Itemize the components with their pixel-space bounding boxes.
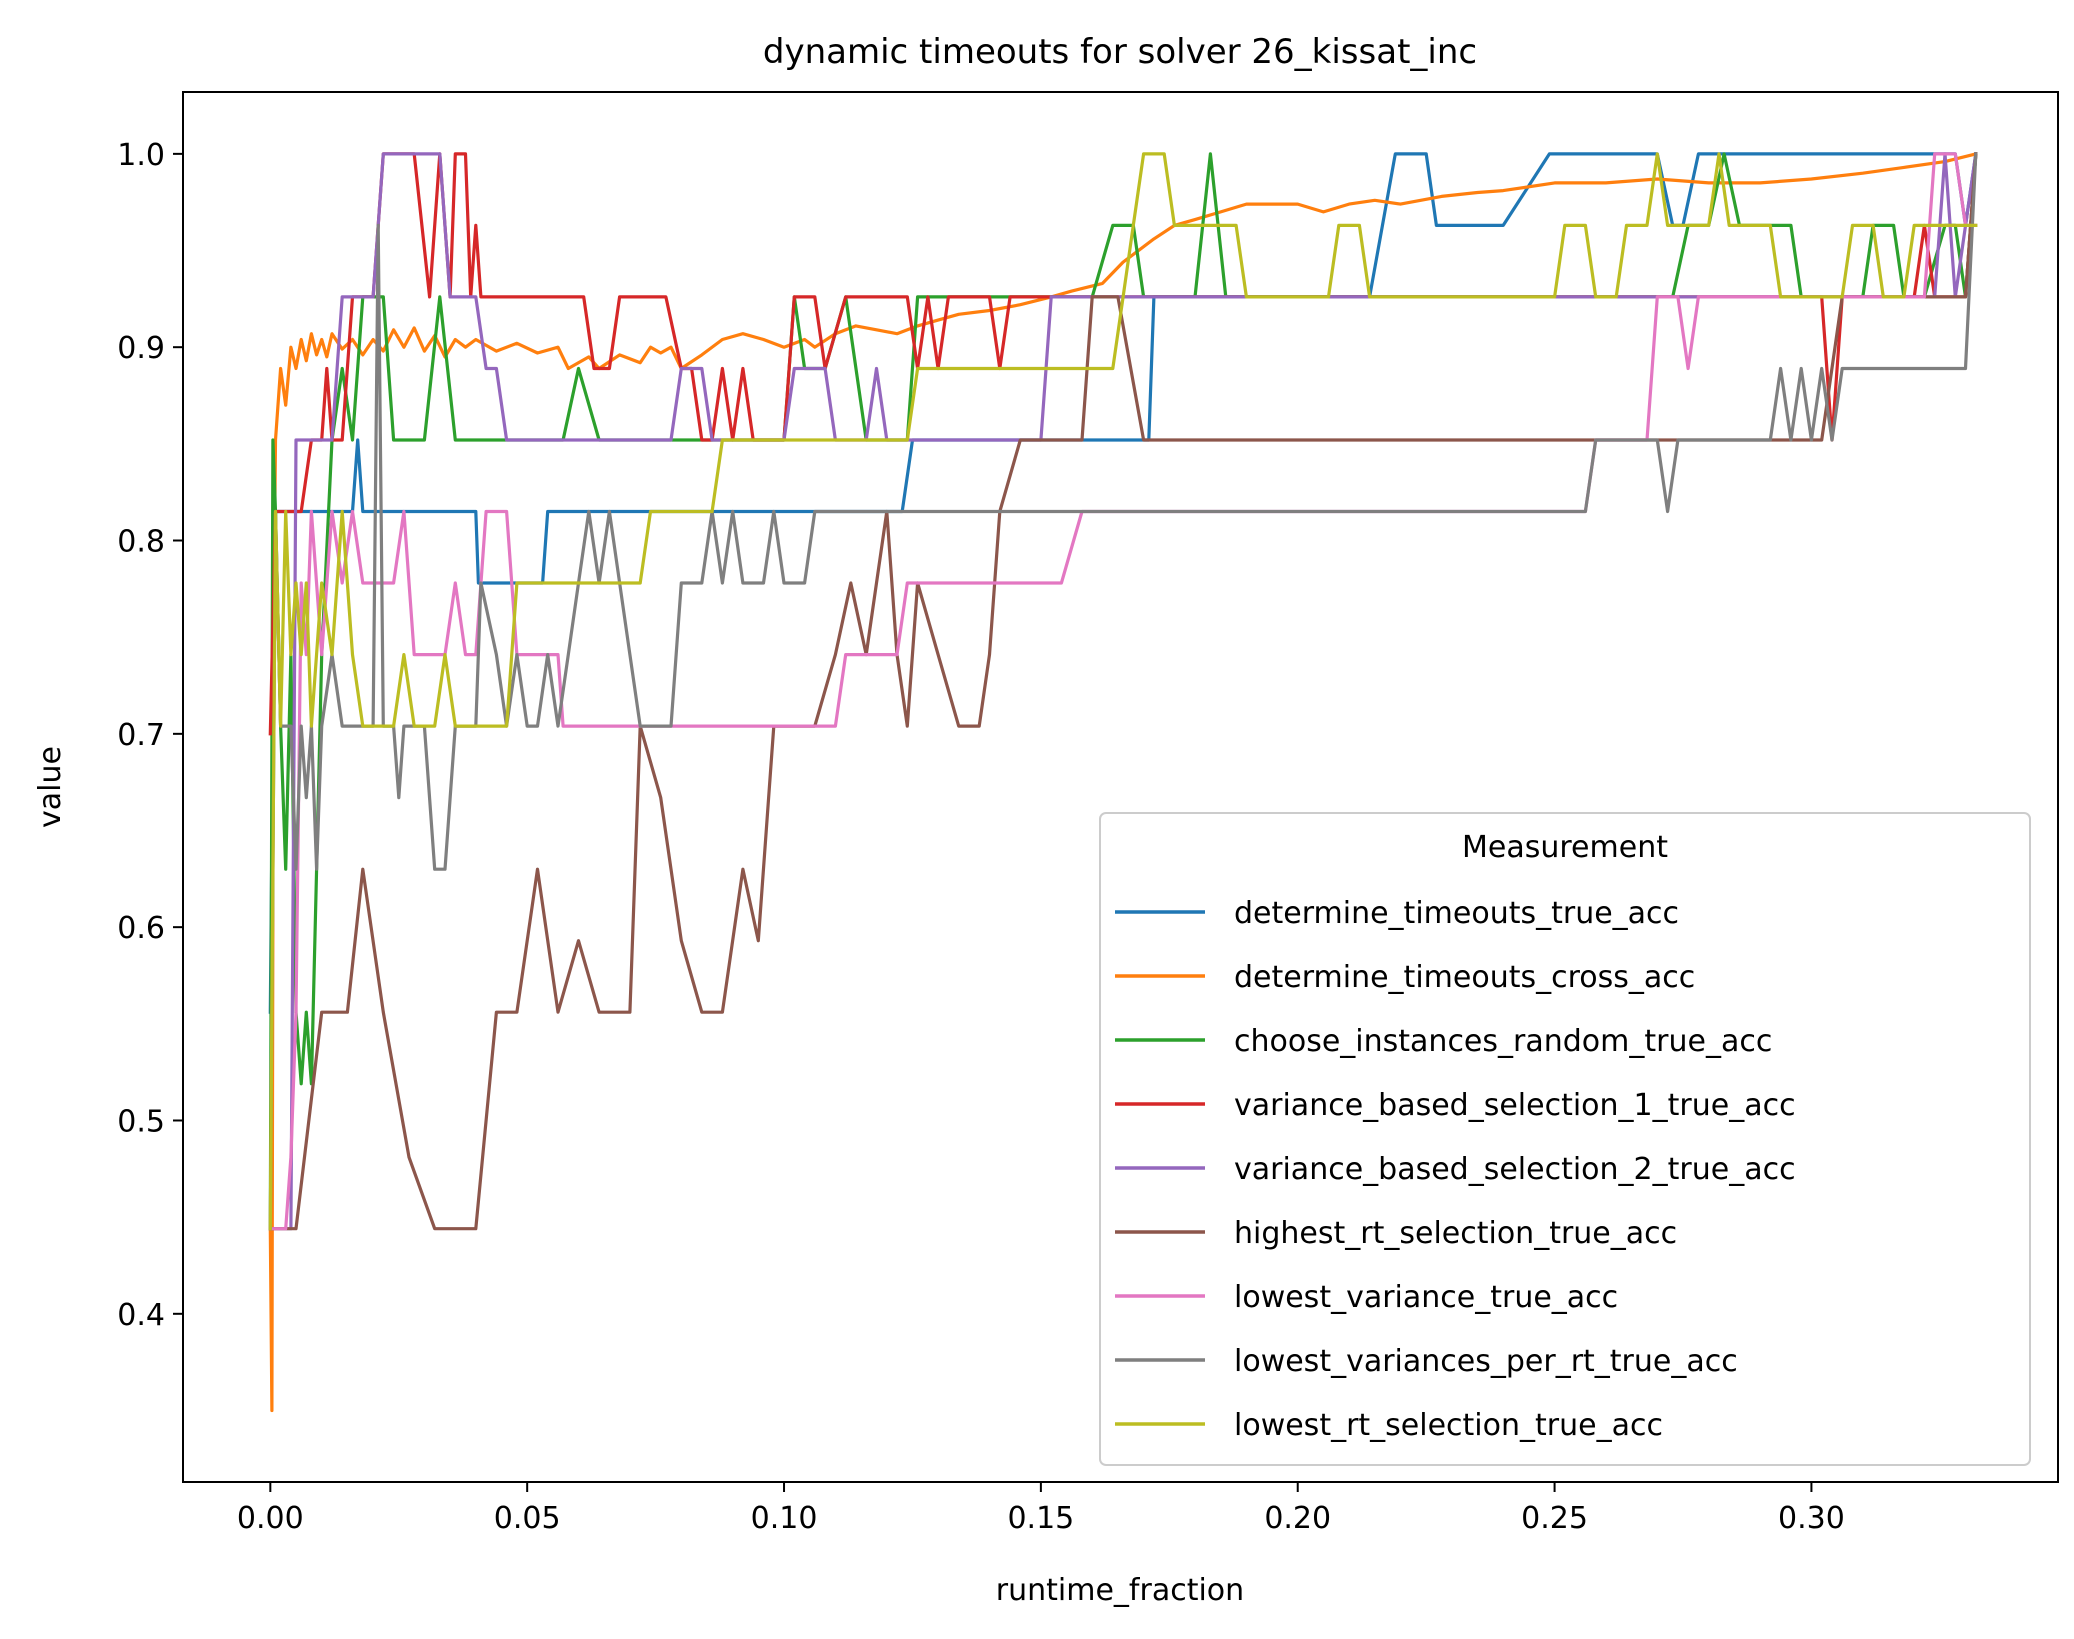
x-tick-label: 0.20 <box>1264 1501 1331 1536</box>
y-tick-label: 0.8 <box>117 525 165 560</box>
y-axis-label: value <box>33 746 68 828</box>
y-axis: 0.4 0.5 0.6 0.7 0.8 0.9 1.0 <box>117 138 183 1333</box>
x-axis: 0.00 0.05 0.10 0.15 0.20 0.25 0.30 <box>237 1482 1845 1536</box>
x-tick-label: 0.15 <box>1007 1501 1074 1536</box>
legend-title: Measurement <box>1462 830 1668 865</box>
series-line-determine-timeouts-cross-acc <box>268 151 1978 1413</box>
legend-label: highest_rt_selection_true_acc <box>1234 1216 1677 1251</box>
series-line-lowest-rt-selection-true-acc <box>268 152 1978 1231</box>
plot-area <box>268 151 1978 1413</box>
series-line-variance-based-selection-2-true-acc <box>268 152 1978 1231</box>
y-tick-label: 0.4 <box>117 1298 165 1333</box>
legend-box <box>1099 812 2031 1466</box>
x-tick-label: 0.25 <box>1521 1501 1588 1536</box>
legend-label: lowest_rt_selection_true_acc <box>1234 1408 1663 1443</box>
y-tick-label: 1.0 <box>117 138 165 173</box>
x-axis-label: runtime_fraction <box>996 1573 1244 1608</box>
legend-label: determine_timeouts_cross_acc <box>1234 960 1695 995</box>
legend-label: lowest_variance_true_acc <box>1234 1280 1618 1315</box>
x-tick-label: 0.10 <box>751 1501 818 1536</box>
y-tick-label: 0.7 <box>117 718 165 753</box>
legend-label: variance_based_selection_2_true_acc <box>1234 1152 1796 1187</box>
y-tick-label: 0.9 <box>117 331 165 366</box>
x-tick-label: 0.05 <box>494 1501 561 1536</box>
axes-frame <box>182 91 2059 1483</box>
legend-label: variance_based_selection_1_true_acc <box>1234 1088 1796 1123</box>
series-line-lowest-variance-true-acc <box>268 152 1978 1231</box>
y-tick-label: 0.6 <box>117 911 165 946</box>
chart-title: dynamic timeouts for solver 26_kissat_in… <box>763 32 1477 72</box>
legend-label: determine_timeouts_true_acc <box>1234 896 1679 931</box>
x-tick-label: 0.30 <box>1778 1501 1845 1536</box>
legend-label: lowest_variances_per_rt_true_acc <box>1234 1344 1738 1379</box>
legend: Measurement determine_timeouts_true_accd… <box>1099 812 2031 1466</box>
x-tick-label: 0.00 <box>237 1501 304 1536</box>
legend-label: choose_instances_random_true_acc <box>1234 1024 1772 1059</box>
y-tick-label: 0.5 <box>117 1104 165 1139</box>
